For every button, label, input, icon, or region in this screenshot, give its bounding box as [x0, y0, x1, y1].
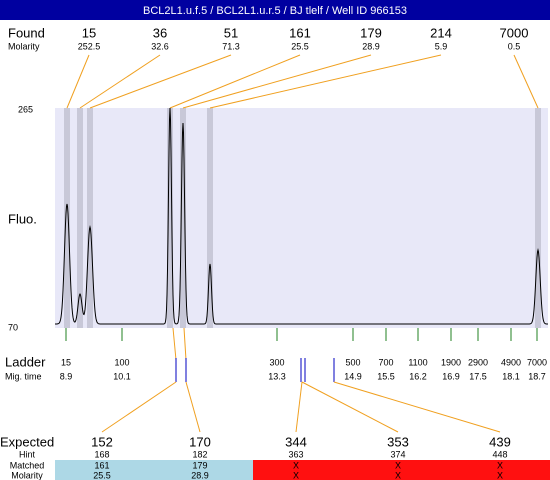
- ladder-size: 100: [114, 357, 129, 367]
- ladder-size: 300: [269, 357, 284, 367]
- ladder-time: 18.1: [502, 371, 520, 381]
- expected-hint: 374: [390, 449, 405, 459]
- expected-size: 152: [91, 434, 113, 449]
- axis-top: 265: [18, 104, 33, 114]
- ladder-time: 13.3: [268, 371, 286, 381]
- found-sublabel: Molarity: [8, 41, 40, 51]
- peak-band: [167, 108, 173, 328]
- trace: [55, 107, 548, 325]
- ladder-time: 8.9: [60, 371, 73, 381]
- expected-connector: [333, 381, 501, 433]
- expected-size: 353: [387, 434, 409, 449]
- peak-band: [77, 108, 83, 328]
- found-molarity: 71.3: [222, 41, 240, 51]
- expected-connector: [301, 381, 399, 433]
- expected-matched: X: [293, 460, 299, 470]
- found-connector: [209, 54, 442, 109]
- expected-molarity: X: [395, 470, 401, 480]
- ladder-size: 7000: [527, 357, 547, 367]
- ladder-size: 4900: [501, 357, 521, 367]
- expected-connector: [295, 381, 303, 433]
- expected-matched: X: [497, 460, 503, 470]
- peak-band: [535, 108, 541, 328]
- expected-molarity: X: [497, 470, 503, 480]
- ladder-size: 2900: [468, 357, 488, 367]
- expected-size: 439: [489, 434, 511, 449]
- expected-label: Expected: [0, 434, 54, 449]
- found-connector: [182, 54, 372, 109]
- matched-label: Matched: [10, 460, 45, 470]
- found-size: 161: [289, 25, 311, 40]
- found-label: Found: [8, 25, 45, 40]
- ladder-time: 16.9: [442, 371, 460, 381]
- found-connector: [79, 54, 161, 109]
- expected-hint: 448: [492, 449, 507, 459]
- axis-label: Fluo.: [8, 211, 37, 226]
- found-connector: [513, 54, 539, 109]
- found-molarity: 25.5: [291, 41, 309, 51]
- title-bar: [0, 0, 550, 20]
- found-molarity: 0.5: [508, 41, 521, 51]
- ladder-time: 14.9: [344, 371, 362, 381]
- expected-molarity: 28.9: [191, 470, 209, 480]
- title: BCL2L1.u.f.5 / BCL2L1.u.r.5 / BJ tlelf /…: [143, 5, 407, 17]
- expected-matched: X: [395, 460, 401, 470]
- ladder-time: 10.1: [113, 371, 131, 381]
- found-molarity: 28.9: [362, 41, 380, 51]
- ladder-time: 17.5: [469, 371, 487, 381]
- found-size: 179: [360, 25, 382, 40]
- found-connector: [169, 54, 301, 109]
- hint-label: Hint: [19, 449, 36, 459]
- expected-connector: [101, 381, 177, 433]
- expected-matched: 161: [94, 460, 109, 470]
- expected-molarity: 25.5: [93, 470, 111, 480]
- connector: [183, 327, 187, 361]
- expected-hint: 363: [288, 449, 303, 459]
- expected-size: 170: [189, 434, 211, 449]
- ladder-size: 1900: [441, 357, 461, 367]
- peak-band: [207, 108, 213, 328]
- expected-connector: [185, 381, 201, 433]
- ladder-size: 700: [378, 357, 393, 367]
- peak-band: [87, 108, 93, 328]
- ladder-sublabel: Mig. time: [5, 371, 42, 381]
- molarity-label: Molarity: [11, 470, 43, 480]
- found-size: 15: [82, 25, 96, 40]
- unmatched-bg: [253, 460, 550, 480]
- found-size: 214: [430, 25, 452, 40]
- axis-bottom: 70: [8, 322, 18, 332]
- found-size: 7000: [500, 25, 529, 40]
- expected-molarity: X: [293, 470, 299, 480]
- ladder-label: Ladder: [5, 354, 46, 369]
- found-molarity: 32.6: [151, 41, 169, 51]
- ladder-size: 500: [345, 357, 360, 367]
- found-size: 36: [153, 25, 167, 40]
- matched-bg: [55, 460, 253, 480]
- expected-size: 344: [285, 434, 307, 449]
- ladder-time: 18.7: [528, 371, 546, 381]
- peak-band: [64, 108, 70, 328]
- ladder-size: 1100: [408, 357, 427, 367]
- expected-matched: 179: [192, 460, 207, 470]
- found-size: 51: [224, 25, 238, 40]
- found-molarity: 252.5: [78, 41, 101, 51]
- found-molarity: 5.9: [435, 41, 448, 51]
- ladder-time: 15.5: [377, 371, 395, 381]
- plot-area: [55, 108, 548, 328]
- found-connector: [89, 54, 232, 109]
- ladder-size: 15: [61, 357, 71, 367]
- ladder-time: 16.2: [409, 371, 427, 381]
- peak-band: [180, 108, 186, 328]
- found-connector: [66, 54, 90, 109]
- expected-hint: 182: [192, 449, 207, 459]
- connector: [172, 327, 177, 361]
- expected-hint: 168: [94, 449, 109, 459]
